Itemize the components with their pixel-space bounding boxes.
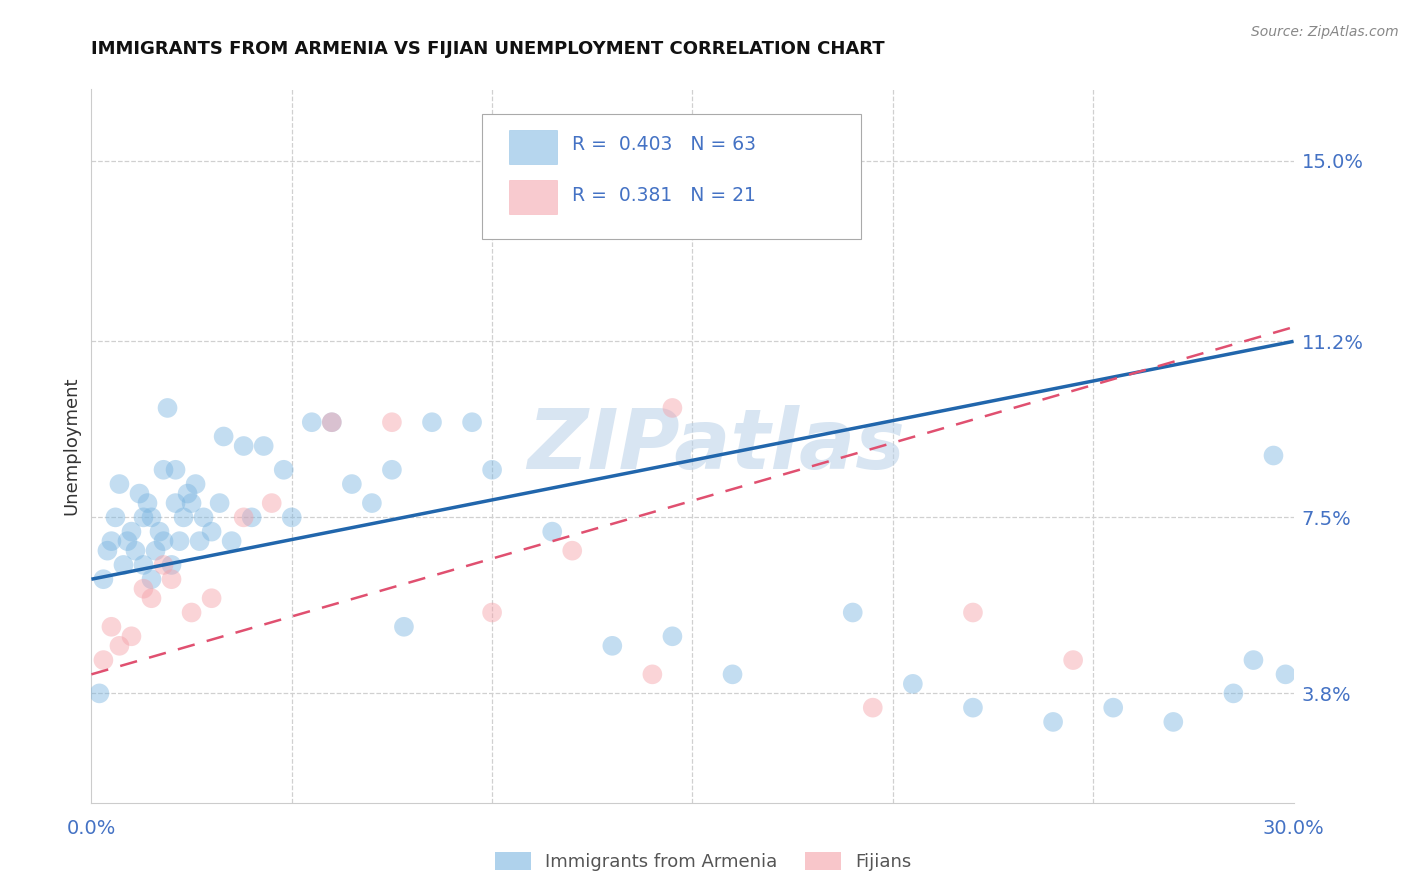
Point [100,620,122,634]
FancyBboxPatch shape [509,180,557,214]
Point [901,677,924,691]
Point [321,415,343,429]
Point [321,415,343,429]
FancyBboxPatch shape [482,114,860,239]
Point [112,558,135,572]
Point [461,415,484,429]
Point [121,524,143,539]
Point [188,534,211,549]
Text: Source: ZipAtlas.com: Source: ZipAtlas.com [1251,25,1399,39]
Point [152,463,174,477]
Point [661,629,683,643]
Text: IMMIGRANTS FROM ARMENIA VS FIJIAN UNEMPLOYMENT CORRELATION CHART: IMMIGRANTS FROM ARMENIA VS FIJIAN UNEMPL… [91,40,884,58]
Point [108,477,131,491]
Point [93,653,115,667]
Point [173,510,195,524]
Point [360,496,382,510]
Point [260,496,283,510]
Point [862,700,884,714]
Point [962,700,984,714]
Point [1263,449,1285,463]
Point [1161,714,1184,729]
Point [201,524,224,539]
Point [148,524,170,539]
Point [152,534,174,549]
Point [381,415,404,429]
Point [541,524,564,539]
Point [641,667,664,681]
Point [180,496,202,510]
Point [1062,653,1084,667]
Point [104,510,127,524]
Point [381,463,404,477]
Point [340,477,363,491]
Text: R =  0.403   N = 63: R = 0.403 N = 63 [572,135,756,153]
Point [132,510,155,524]
Point [232,439,254,453]
Point [100,534,122,549]
Point [1243,653,1265,667]
Point [108,639,131,653]
Point [141,510,163,524]
Point [160,572,183,586]
Point [240,510,263,524]
Point [1222,686,1244,700]
Point [841,606,863,620]
Legend: Immigrants from Armenia, Fijians: Immigrants from Armenia, Fijians [488,845,918,879]
Point [420,415,443,429]
Text: R =  0.381   N = 21: R = 0.381 N = 21 [572,186,756,205]
Point [1102,700,1125,714]
Point [96,543,118,558]
Point [169,534,191,549]
Point [201,591,224,606]
Point [89,686,111,700]
Point [212,429,235,443]
Point [1274,667,1296,681]
Point [232,510,254,524]
Point [253,439,276,453]
Point [602,639,624,653]
Point [152,558,174,572]
Point [392,620,415,634]
Point [145,543,167,558]
FancyBboxPatch shape [509,130,557,164]
Point [124,543,146,558]
Point [132,582,155,596]
Point [301,415,323,429]
Point [184,477,207,491]
Point [93,572,115,586]
Point [156,401,179,415]
Point [160,558,183,572]
Point [136,496,159,510]
Point [721,667,744,681]
Y-axis label: Unemployment: Unemployment [62,376,80,516]
Point [165,496,187,510]
Point [132,558,155,572]
Point [661,401,683,415]
Point [281,510,304,524]
Point [176,486,198,500]
Point [141,591,163,606]
Point [1042,714,1064,729]
Point [273,463,295,477]
Point [117,534,139,549]
Point [561,543,583,558]
Point [193,510,215,524]
Point [180,606,202,620]
Point [208,496,231,510]
Point [121,629,143,643]
Point [481,606,503,620]
Point [128,486,150,500]
Point [962,606,984,620]
Point [141,572,163,586]
Point [481,463,503,477]
Text: ZIPatlas: ZIPatlas [527,406,905,486]
Point [165,463,187,477]
Point [221,534,243,549]
